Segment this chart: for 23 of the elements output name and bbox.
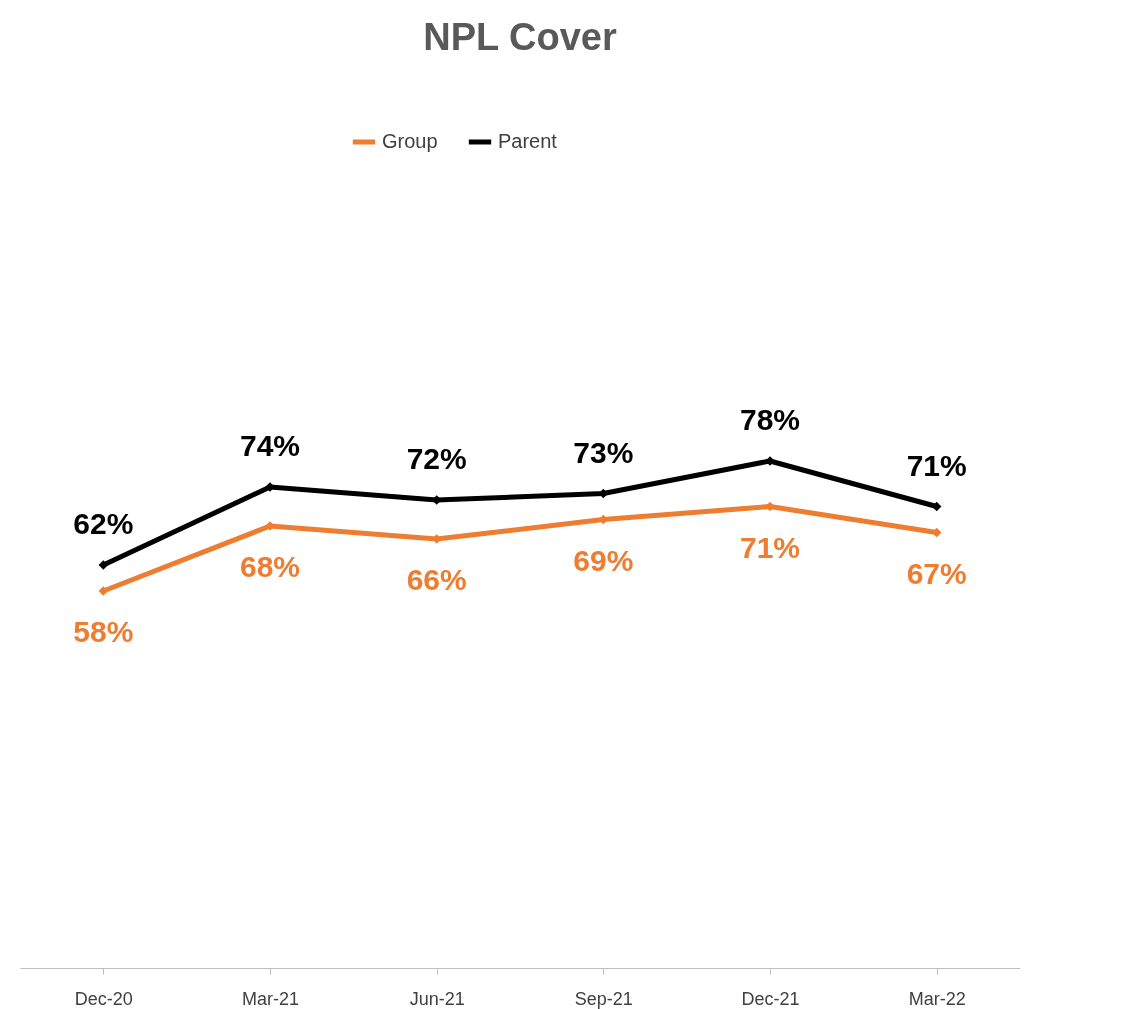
legend-label: Group (382, 130, 438, 152)
x-tick-label: Sep-21 (574, 988, 633, 1009)
data-label: 72% (406, 442, 467, 475)
x-tick-label: Mar-22 (908, 988, 966, 1009)
point (98, 560, 109, 570)
data-label: 73% (573, 435, 634, 469)
point (98, 586, 109, 596)
data-label: 68% (239, 550, 301, 583)
x-tick-label: Mar-21 (241, 988, 300, 1009)
data-label: 71% (906, 448, 967, 482)
x-tick-label: Dec-21 (741, 988, 800, 1009)
data-label: 67% (906, 556, 967, 590)
data-label: 74% (239, 429, 301, 462)
data-label: 66% (406, 563, 467, 596)
data-label: 71% (739, 530, 801, 564)
x-tick-label: Jun-21 (409, 988, 465, 1009)
x-tick-label: Dec-20 (74, 988, 133, 1009)
data-label: 58% (73, 615, 134, 648)
data-label: 69% (573, 543, 634, 577)
legend-label: Parent (498, 130, 558, 152)
data-label: 62% (73, 507, 134, 540)
data-label: 78% (739, 403, 801, 436)
chart-title: NPL Cover (423, 16, 617, 58)
